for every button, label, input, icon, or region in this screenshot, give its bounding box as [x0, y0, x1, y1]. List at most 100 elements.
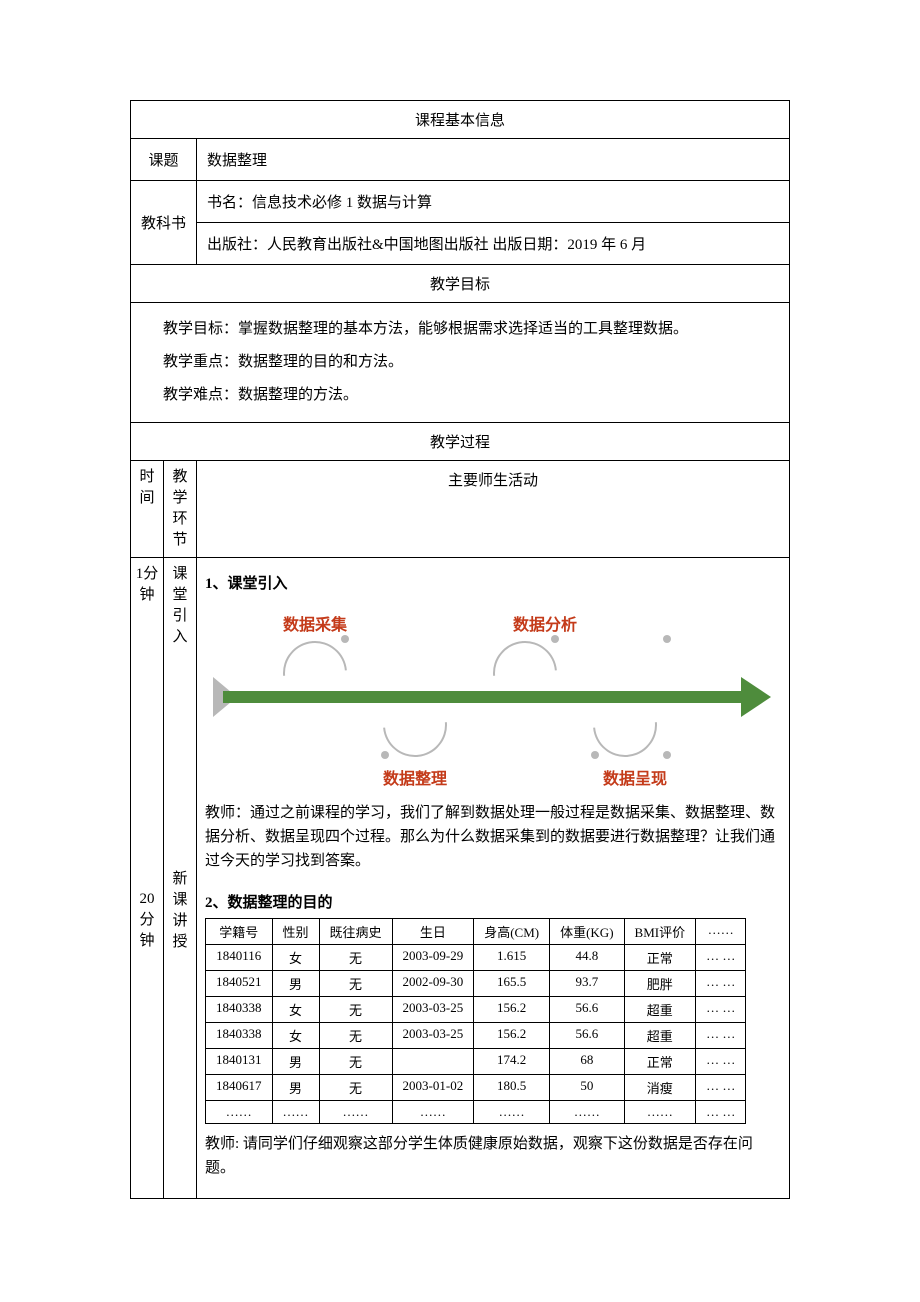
data-table-cell: 156.2: [474, 1023, 550, 1049]
dot-icon: [551, 635, 559, 643]
data-table-header: ……: [696, 919, 746, 945]
goals-body: 教学目标：掌握数据整理的基本方法，能够根据需求选择适当的工具整理数据。 教学重点…: [131, 303, 790, 423]
data-table-cell: 56.6: [550, 1023, 624, 1049]
data-table-cell: 1840521: [206, 971, 273, 997]
fb-label-4: 数据呈现: [603, 765, 667, 789]
data-table-row: 1840131男无 174.268正常… …: [206, 1049, 746, 1075]
lesson-plan-table: 课程基本信息 课题 数据整理 教科书 书名：信息技术必修 1 数据与计算 出版社…: [130, 100, 790, 1199]
dot-icon: [341, 635, 349, 643]
data-table-cell: 50: [550, 1075, 624, 1101]
data-table-cell: 180.5: [474, 1075, 550, 1101]
dot-icon: [591, 751, 599, 759]
data-table-cell: 93.7: [550, 971, 624, 997]
data-table-header: 既往病史: [319, 919, 392, 945]
goal-line-3: 教学难点：数据整理的方法。: [163, 379, 757, 412]
section-2-title: 2、数据整理的目的: [205, 891, 781, 912]
data-table-cell: 无: [319, 997, 392, 1023]
fb-label-1: 数据采集: [283, 611, 347, 635]
data-table-row: ……………………………………… …: [206, 1101, 746, 1124]
data-table: 学籍号性别既往病史生日身高(CM)体重(KG)BMI评价…… 1840116女无…: [205, 918, 746, 1124]
time-cell: 1分钟: [131, 558, 164, 793]
data-table-row: 1840617男无2003-01-02180.550消瘦… …: [206, 1075, 746, 1101]
data-table-cell: ……: [624, 1101, 696, 1124]
data-table-cell: 肥胖: [624, 971, 696, 997]
data-table-cell: 无: [319, 1075, 392, 1101]
data-table-cell: 68: [550, 1049, 624, 1075]
dot-icon: [663, 751, 671, 759]
data-table-cell: ……: [319, 1101, 392, 1124]
data-table-cell: ……: [272, 1101, 319, 1124]
stage-2: 新课讲授: [172, 871, 187, 950]
teacher-intro: 教师：通过之前课程的学习，我们了解到数据处理一般过程是数据采集、数据整理、数据分…: [205, 801, 781, 873]
data-table-cell: … …: [696, 1101, 746, 1124]
data-table-cell: 1840617: [206, 1075, 273, 1101]
activity-col-header: 主要师生活动: [197, 461, 790, 558]
data-table-cell: 1840116: [206, 945, 273, 971]
data-table-cell: 156.2: [474, 997, 550, 1023]
data-table-cell: 女: [272, 997, 319, 1023]
publisher-line: 出版社：人民教育出版社&中国地图出版社 出版日期：2019 年 6 月: [197, 223, 790, 265]
data-table-cell: 超重: [624, 997, 696, 1023]
basic-info-header: 课程基本信息: [131, 101, 790, 139]
data-table-header: 生日: [392, 919, 474, 945]
fb-label-3: 数据整理: [383, 765, 447, 789]
stage-col-header: 教学环节: [164, 461, 197, 558]
data-table-header: 身高(CM): [474, 919, 550, 945]
data-table-row: 1840116女无2003-09-291.61544.8正常… …: [206, 945, 746, 971]
topic-label: 课题: [131, 139, 197, 181]
data-table-cell: … …: [696, 945, 746, 971]
activity-content: 1、课堂引入 数据采集 数据分析 数据整理: [197, 558, 790, 1199]
fishbone-diagram: 数据采集 数据分析 数据整理 数据呈现: [213, 605, 773, 785]
data-table-cell: 2003-03-25: [392, 997, 474, 1023]
data-table-cell: 1840131: [206, 1049, 273, 1075]
data-table-cell: 165.5: [474, 971, 550, 997]
stage-1: 课堂引入: [172, 566, 187, 645]
data-table-row: 1840338女无2003-03-25156.256.6超重… …: [206, 1023, 746, 1049]
goal-line-1: 教学目标：掌握数据整理的基本方法，能够根据需求选择适当的工具整理数据。: [163, 313, 757, 346]
data-table-cell: 2003-09-29: [392, 945, 474, 971]
time-2: 20分钟: [139, 891, 154, 949]
data-table-cell: ……: [392, 1101, 474, 1124]
arrow-head-icon: [741, 677, 771, 717]
stage-cell-2: 新课讲授: [164, 793, 197, 1199]
data-table-cell: 174.2: [474, 1049, 550, 1075]
data-table-cell: 1840338: [206, 997, 273, 1023]
data-table-cell: … …: [696, 997, 746, 1023]
data-table-cell: ……: [206, 1101, 273, 1124]
time-cell-2: 20分钟: [131, 793, 164, 1199]
topic-value: 数据整理: [197, 139, 790, 181]
data-table-cell: 1840338: [206, 1023, 273, 1049]
data-table-cell: 2002-09-30: [392, 971, 474, 997]
data-table-cell: 56.6: [550, 997, 624, 1023]
teacher-observe: 教师: 请同学们仔细观察这部分学生体质健康原始数据，观察下这份数据是否存在问题。: [205, 1132, 781, 1180]
goal-line-2: 教学重点：数据整理的目的和方法。: [163, 346, 757, 379]
data-table-cell: 男: [272, 1049, 319, 1075]
data-table-cell: 女: [272, 1023, 319, 1049]
data-table-cell: 正常: [624, 945, 696, 971]
data-table-cell: … …: [696, 1075, 746, 1101]
data-table-row: 1840521男无2002-09-30165.593.7肥胖… …: [206, 971, 746, 997]
time-1: 1分钟: [136, 566, 159, 603]
data-table-cell: … …: [696, 971, 746, 997]
stage-cell: 课堂引入: [164, 558, 197, 793]
data-table-cell: 男: [272, 1075, 319, 1101]
goals-header: 教学目标: [131, 265, 790, 303]
data-table-cell: 无: [319, 1049, 392, 1075]
data-table-cell: 男: [272, 971, 319, 997]
data-table-row: 1840338女无2003-03-25156.256.6超重… …: [206, 997, 746, 1023]
data-table-cell: 正常: [624, 1049, 696, 1075]
data-table-header: BMI评价: [624, 919, 696, 945]
data-table-cell: 无: [319, 971, 392, 997]
data-table-cell: [392, 1049, 474, 1075]
process-header: 教学过程: [131, 423, 790, 461]
data-table-cell: 44.8: [550, 945, 624, 971]
data-table-cell: … …: [696, 1023, 746, 1049]
data-table-cell: 无: [319, 1023, 392, 1049]
dot-icon: [381, 751, 389, 759]
data-table-header: 学籍号: [206, 919, 273, 945]
data-table-header-row: 学籍号性别既往病史生日身高(CM)体重(KG)BMI评价……: [206, 919, 746, 945]
data-table-cell: 消瘦: [624, 1075, 696, 1101]
textbook-label: 教科书: [131, 181, 197, 265]
data-table-cell: … …: [696, 1049, 746, 1075]
data-table-cell: 1.615: [474, 945, 550, 971]
